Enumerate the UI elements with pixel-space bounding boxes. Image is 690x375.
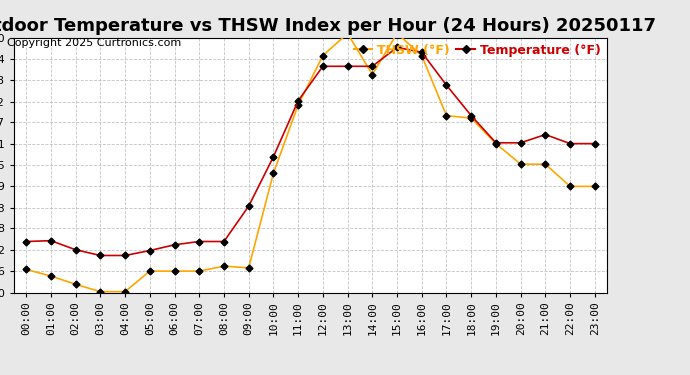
Legend: THSW (°F), Temperature (°F): THSW (°F), Temperature (°F) (353, 44, 601, 57)
Text: Copyright 2025 Curtronics.com: Copyright 2025 Curtronics.com (7, 38, 181, 48)
Title: Outdoor Temperature vs THSW Index per Hour (24 Hours) 20250117: Outdoor Temperature vs THSW Index per Ho… (0, 16, 656, 34)
